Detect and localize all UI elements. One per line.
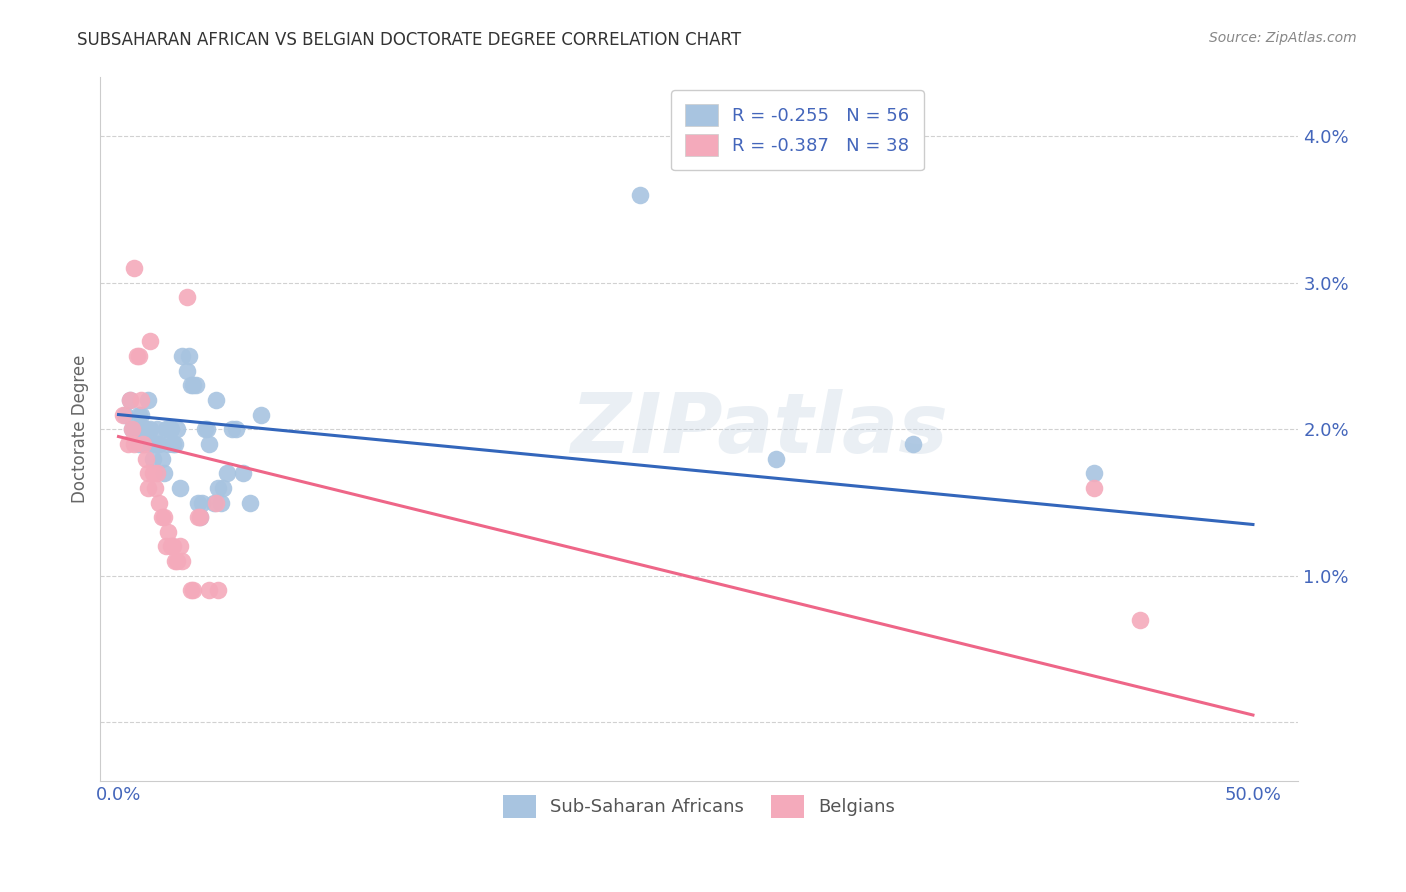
Point xyxy=(159,422,181,436)
Point xyxy=(162,540,184,554)
Point xyxy=(225,422,247,436)
Point xyxy=(121,422,143,436)
Point xyxy=(157,422,180,436)
Point xyxy=(202,495,225,509)
Point xyxy=(166,554,188,568)
Text: ZIPatlas: ZIPatlas xyxy=(571,389,948,470)
Point xyxy=(128,349,150,363)
Point xyxy=(198,583,221,598)
Point xyxy=(136,466,159,480)
Point xyxy=(212,481,235,495)
Point xyxy=(157,437,180,451)
Point xyxy=(136,481,159,495)
Point xyxy=(124,422,146,436)
Point xyxy=(165,437,187,451)
Point xyxy=(170,349,193,363)
Point xyxy=(125,422,148,436)
Point xyxy=(135,451,157,466)
Point xyxy=(205,392,228,407)
Point xyxy=(187,510,209,524)
Point xyxy=(162,437,184,451)
Point xyxy=(139,334,162,349)
Point xyxy=(155,540,177,554)
Point xyxy=(146,422,169,436)
Point xyxy=(148,437,170,451)
Point xyxy=(232,466,254,480)
Point xyxy=(129,392,152,407)
Point xyxy=(250,408,273,422)
Point xyxy=(209,495,232,509)
Point xyxy=(155,422,177,436)
Point xyxy=(159,540,181,554)
Point xyxy=(239,495,262,509)
Point xyxy=(205,495,228,509)
Point xyxy=(117,437,139,451)
Point xyxy=(191,495,214,509)
Point xyxy=(177,349,200,363)
Y-axis label: Doctorate Degree: Doctorate Degree xyxy=(72,355,89,503)
Point xyxy=(184,378,207,392)
Point xyxy=(114,408,136,422)
Point xyxy=(183,378,205,392)
Legend: Sub-Saharan Africans, Belgians: Sub-Saharan Africans, Belgians xyxy=(496,789,903,825)
Point xyxy=(183,583,205,598)
Point xyxy=(118,392,141,407)
Point xyxy=(198,437,221,451)
Point xyxy=(124,260,146,275)
Point xyxy=(187,495,209,509)
Point xyxy=(180,378,202,392)
Point xyxy=(901,437,924,451)
Point xyxy=(141,466,163,480)
Point xyxy=(628,187,651,202)
Point xyxy=(146,466,169,480)
Point xyxy=(118,392,141,407)
Point xyxy=(1083,481,1105,495)
Point xyxy=(132,437,155,451)
Point xyxy=(188,510,211,524)
Point xyxy=(166,422,188,436)
Point xyxy=(128,408,150,422)
Point xyxy=(169,481,191,495)
Point xyxy=(207,583,229,598)
Point xyxy=(176,363,198,377)
Point xyxy=(765,451,787,466)
Point xyxy=(129,408,152,422)
Point xyxy=(129,422,152,436)
Point xyxy=(1128,613,1150,627)
Point xyxy=(194,422,217,436)
Point xyxy=(132,437,155,451)
Point xyxy=(146,437,169,451)
Text: SUBSAHARAN AFRICAN VS BELGIAN DOCTORATE DEGREE CORRELATION CHART: SUBSAHARAN AFRICAN VS BELGIAN DOCTORATE … xyxy=(77,31,741,49)
Point xyxy=(221,422,243,436)
Point xyxy=(169,540,191,554)
Point xyxy=(170,554,193,568)
Point xyxy=(195,422,218,436)
Point xyxy=(136,392,159,407)
Point xyxy=(128,437,150,451)
Point xyxy=(135,422,157,436)
Point xyxy=(157,524,180,539)
Point xyxy=(112,408,135,422)
Point xyxy=(150,510,173,524)
Point xyxy=(217,466,239,480)
Point xyxy=(153,510,176,524)
Point xyxy=(1083,466,1105,480)
Point xyxy=(207,481,229,495)
Point xyxy=(150,451,173,466)
Text: Source: ZipAtlas.com: Source: ZipAtlas.com xyxy=(1209,31,1357,45)
Point xyxy=(141,451,163,466)
Point xyxy=(135,437,157,451)
Point xyxy=(124,437,146,451)
Point xyxy=(121,422,143,436)
Point xyxy=(143,437,166,451)
Point xyxy=(125,349,148,363)
Point xyxy=(176,290,198,304)
Point xyxy=(143,481,166,495)
Point xyxy=(165,554,187,568)
Point xyxy=(148,495,170,509)
Point xyxy=(139,422,162,436)
Point xyxy=(153,466,176,480)
Point xyxy=(180,583,202,598)
Point xyxy=(188,510,211,524)
